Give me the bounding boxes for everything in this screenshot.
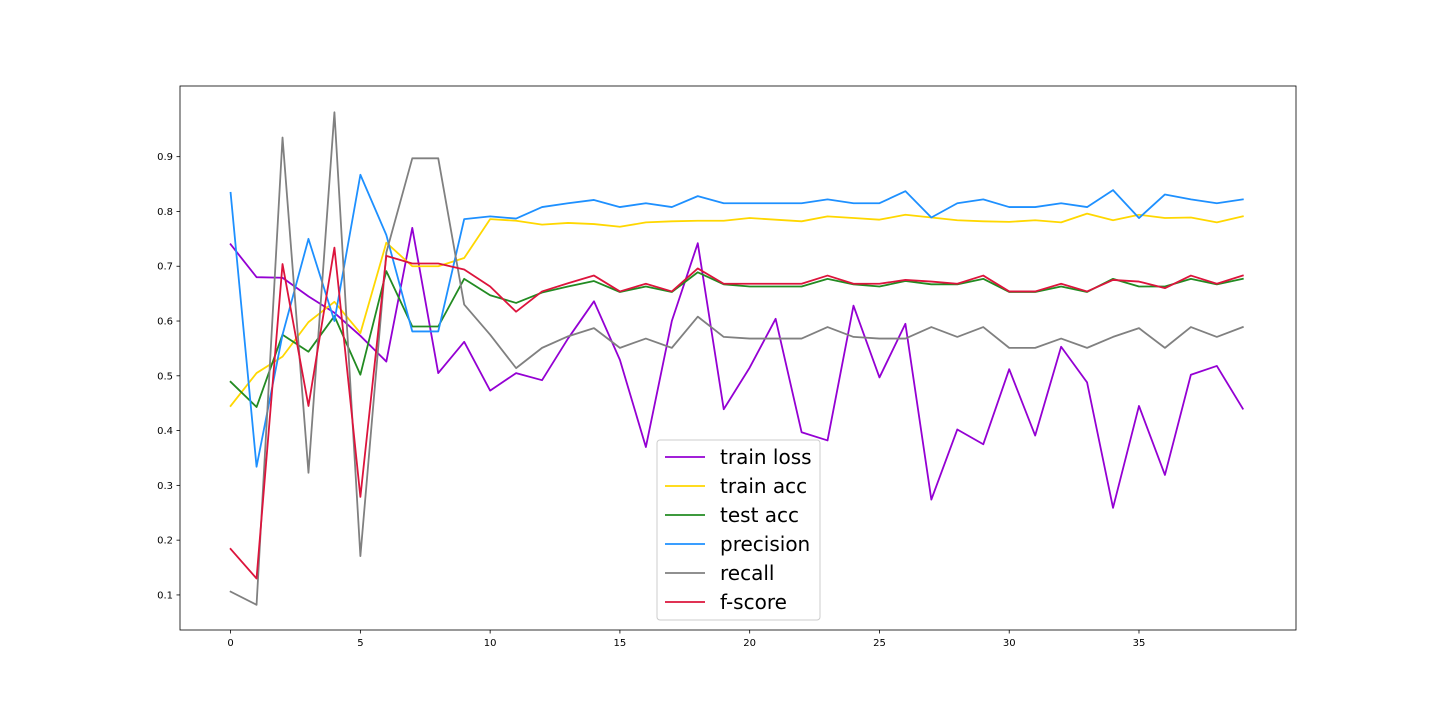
y-tick-label: 0.5 [157,371,173,382]
series-line-recall [229,111,1244,606]
x-tick-label: 10 [484,638,497,649]
x-tick-label: 35 [1133,638,1146,649]
axes: 0 5 10 15 20 25 30 35 0.1 0.2 0.3 0.4 0.5 0.6 0.7 0.8 0.… [157,152,1145,649]
series-line-f-score [229,246,1244,580]
legend-label-recall: recall [720,561,774,585]
legend: train loss train acc test acc precision reca… [656,439,821,621]
series-line-train-loss [229,226,1245,509]
series-line-precision [229,173,1244,468]
y-tick-label: 0.7 [157,262,173,273]
legend-label-f-score: f-score [720,590,787,614]
y-tick-label: 0.4 [157,426,173,437]
y-tick-label: 0.8 [157,207,173,218]
x-tick-label: 0 [227,638,233,649]
legend-label-test-acc: test acc [720,503,799,527]
x-tick-label: 5 [357,638,363,649]
legend-box [656,439,821,621]
x-tick-label: 20 [743,638,756,649]
x-tick-label: 30 [1003,638,1016,649]
legend-label-precision: precision [720,532,810,556]
series-lines [229,111,1245,606]
y-tick-label: 0.1 [157,590,173,601]
x-tick-label: 15 [614,638,627,649]
series-line-train-acc [229,212,1244,408]
y-tick-label: 0.6 [157,317,173,328]
x-tick-label: 25 [873,638,886,649]
series-line-test-acc [229,270,1244,408]
y-tick-label: 0.9 [157,152,173,163]
plot-frame [179,85,1297,631]
legend-label-train-acc: train acc [720,474,807,498]
y-tick-label: 0.3 [157,481,173,492]
y-tick-label: 0.2 [157,536,173,547]
legend-label-train-loss: train loss [720,445,812,469]
